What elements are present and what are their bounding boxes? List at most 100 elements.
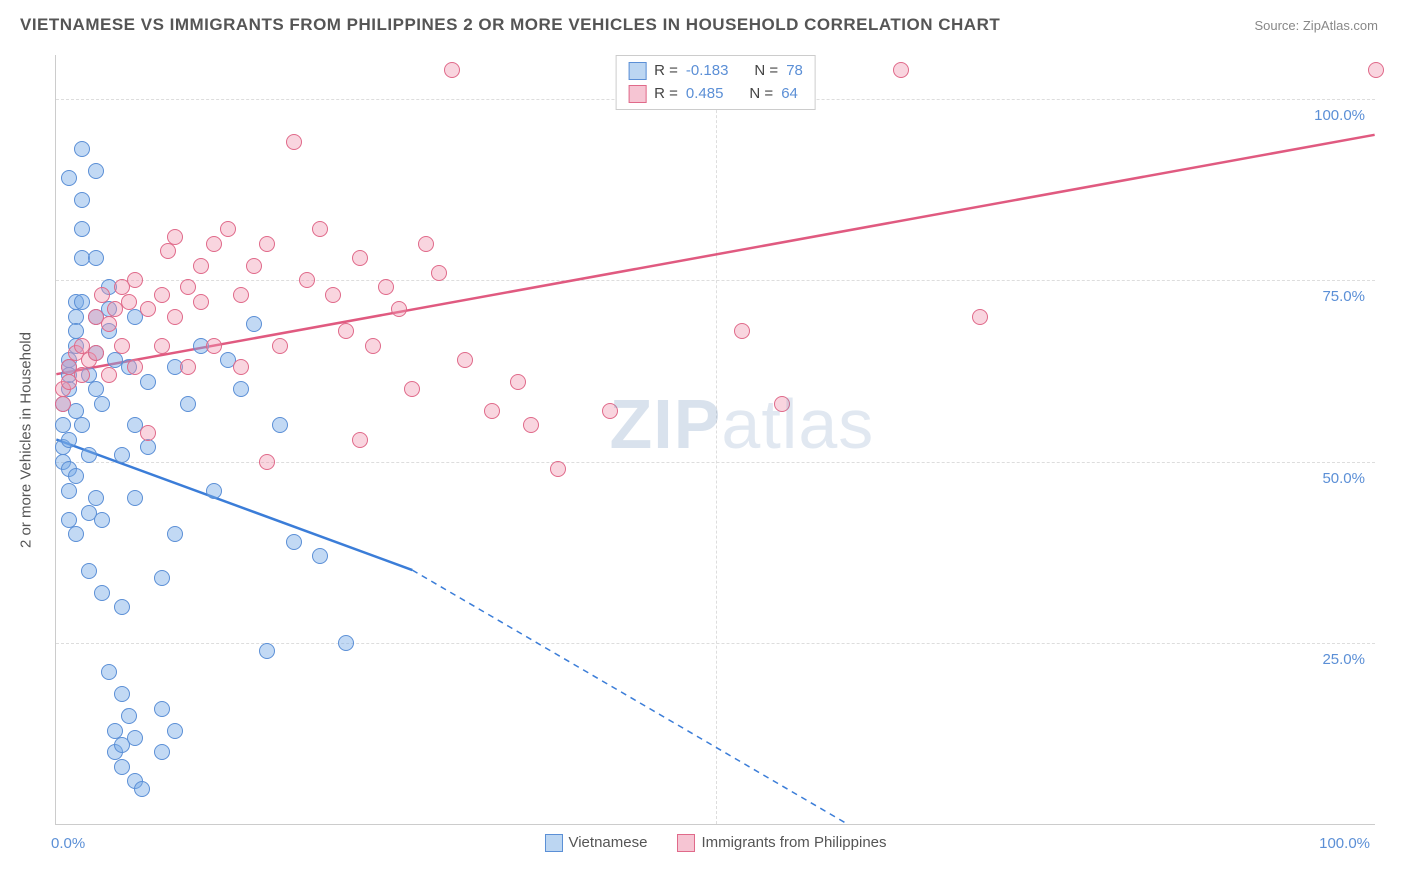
trend-lines-svg bbox=[56, 55, 1375, 824]
scatter-point bbox=[365, 338, 381, 354]
scatter-point bbox=[391, 301, 407, 317]
stats-r-value-1: 0.485 bbox=[686, 83, 724, 106]
scatter-point bbox=[734, 323, 750, 339]
scatter-point bbox=[114, 686, 130, 702]
scatter-point bbox=[127, 490, 143, 506]
source-attribution: Source: ZipAtlas.com bbox=[1254, 18, 1378, 33]
legend-label-1: Immigrants from Philippines bbox=[701, 834, 886, 851]
scatter-point bbox=[154, 287, 170, 303]
scatter-point bbox=[180, 359, 196, 375]
scatter-point bbox=[114, 447, 130, 463]
scatter-point bbox=[299, 272, 315, 288]
scatter-point bbox=[206, 483, 222, 499]
scatter-point bbox=[352, 250, 368, 266]
scatter-point bbox=[154, 701, 170, 717]
scatter-point bbox=[352, 432, 368, 448]
scatter-point bbox=[550, 461, 566, 477]
scatter-point bbox=[68, 468, 84, 484]
legend-swatch-0 bbox=[544, 834, 562, 852]
scatter-point bbox=[286, 534, 302, 550]
stats-n-label: N = bbox=[754, 60, 778, 83]
scatter-point bbox=[457, 352, 473, 368]
scatter-point bbox=[94, 396, 110, 412]
bottom-legend: Vietnamese Immigrants from Philippines bbox=[544, 834, 886, 852]
scatter-point bbox=[154, 570, 170, 586]
scatter-point bbox=[233, 381, 249, 397]
trend-line bbox=[56, 135, 1374, 374]
swatch-series-1 bbox=[628, 85, 646, 103]
scatter-point bbox=[81, 447, 97, 463]
scatter-point bbox=[893, 62, 909, 78]
scatter-point bbox=[81, 563, 97, 579]
trend-line bbox=[56, 440, 412, 571]
scatter-point bbox=[55, 396, 71, 412]
scatter-point bbox=[523, 417, 539, 433]
scatter-point bbox=[121, 708, 137, 724]
scatter-point bbox=[74, 367, 90, 383]
stats-r-label: R = bbox=[654, 83, 678, 106]
scatter-point bbox=[259, 236, 275, 252]
source-prefix: Source: bbox=[1254, 18, 1302, 33]
scatter-point bbox=[154, 744, 170, 760]
scatter-point bbox=[180, 396, 196, 412]
scatter-point bbox=[74, 417, 90, 433]
stats-row-series-1: R = 0.485 N = 64 bbox=[628, 83, 803, 106]
scatter-point bbox=[167, 526, 183, 542]
scatter-point bbox=[972, 309, 988, 325]
stats-n-value-0: 78 bbox=[786, 60, 803, 83]
source-link[interactable]: ZipAtlas.com bbox=[1303, 18, 1378, 33]
scatter-point bbox=[94, 512, 110, 528]
scatter-point bbox=[68, 526, 84, 542]
scatter-point bbox=[272, 338, 288, 354]
trend-line bbox=[412, 570, 847, 824]
scatter-point bbox=[312, 548, 328, 564]
scatter-point bbox=[510, 374, 526, 390]
scatter-point bbox=[127, 730, 143, 746]
scatter-point bbox=[101, 316, 117, 332]
scatter-point bbox=[140, 301, 156, 317]
scatter-point bbox=[338, 635, 354, 651]
stats-n-value-1: 64 bbox=[781, 83, 798, 106]
scatter-point bbox=[418, 236, 434, 252]
scatter-point bbox=[1368, 62, 1384, 78]
scatter-point bbox=[167, 229, 183, 245]
scatter-point bbox=[404, 381, 420, 397]
scatter-point bbox=[233, 287, 249, 303]
scatter-point bbox=[121, 294, 137, 310]
stats-r-value-0: -0.183 bbox=[686, 60, 729, 83]
x-tick-right: 100.0% bbox=[1319, 835, 1370, 852]
scatter-point bbox=[74, 221, 90, 237]
scatter-point bbox=[312, 221, 328, 237]
scatter-point bbox=[134, 781, 150, 797]
scatter-point bbox=[774, 396, 790, 412]
scatter-point bbox=[206, 236, 222, 252]
scatter-point bbox=[246, 258, 262, 274]
scatter-point bbox=[114, 759, 130, 775]
x-tick-left: 0.0% bbox=[51, 835, 85, 852]
scatter-point bbox=[286, 134, 302, 150]
scatter-point bbox=[180, 279, 196, 295]
scatter-point bbox=[61, 483, 77, 499]
scatter-point bbox=[140, 439, 156, 455]
scatter-point bbox=[378, 279, 394, 295]
scatter-point bbox=[259, 643, 275, 659]
scatter-point bbox=[193, 294, 209, 310]
stats-row-series-0: R = -0.183 N = 78 bbox=[628, 60, 803, 83]
legend-swatch-1 bbox=[677, 834, 695, 852]
scatter-point bbox=[94, 585, 110, 601]
legend-item-1: Immigrants from Philippines bbox=[677, 834, 886, 852]
scatter-point bbox=[484, 403, 500, 419]
scatter-point bbox=[160, 243, 176, 259]
scatter-point bbox=[431, 265, 447, 281]
scatter-point bbox=[74, 294, 90, 310]
scatter-point bbox=[325, 287, 341, 303]
scatter-point bbox=[74, 141, 90, 157]
scatter-point bbox=[114, 599, 130, 615]
scatter-point bbox=[140, 425, 156, 441]
swatch-series-0 bbox=[628, 62, 646, 80]
scatter-point bbox=[338, 323, 354, 339]
scatter-point bbox=[127, 359, 143, 375]
scatter-point bbox=[94, 287, 110, 303]
scatter-point bbox=[154, 338, 170, 354]
scatter-point bbox=[61, 170, 77, 186]
